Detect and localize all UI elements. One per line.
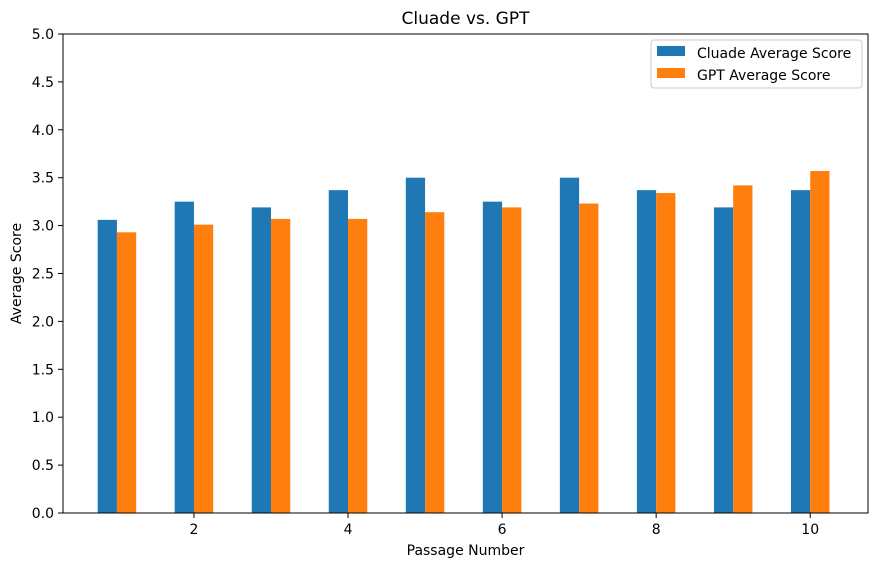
axes-layer: 0.0 0.5 1.0 1.5 2.0 2.5 3.0 3.5 4.0 4.5 5.0 2 4 6 8 10: [32, 27, 819, 538]
y-tick-label: 3.0: [32, 219, 54, 235]
chart-title: Cluade vs. GPT: [402, 9, 531, 29]
bars-layer: [97, 170, 830, 514]
y-tick-label: 3.5: [32, 171, 54, 187]
legend-swatch-gpt: [657, 68, 685, 78]
bar-gpt-5: [425, 212, 445, 514]
legend-box: [650, 39, 863, 89]
bar-gpt-3: [270, 218, 291, 514]
y-tick-label: 4.5: [32, 75, 54, 91]
bar-cluade-4: [328, 190, 349, 514]
legend: Cluade Average Score GPT Average Score: [650, 39, 863, 89]
y-tick-label: 0.0: [32, 506, 54, 522]
bar-gpt-4: [348, 218, 368, 514]
x-tick-label: 10: [801, 522, 819, 538]
bar-cluade-8: [636, 190, 657, 514]
bar-gpt-1: [116, 232, 137, 513]
x-axis-title: Passage Number: [407, 543, 525, 559]
bar-cluade-1: [97, 219, 117, 514]
bar-cluade-2: [174, 201, 194, 513]
y-tick-label: 0.5: [32, 458, 54, 474]
plot-frame: [62, 33, 869, 514]
bar-cluade-7: [559, 177, 580, 513]
bar-gpt-10: [810, 170, 830, 513]
legend-swatch-cluade: [657, 46, 685, 56]
x-tick-label: 2: [189, 522, 198, 538]
bar-gpt-9: [733, 185, 753, 513]
legend-label-cluade: Cluade Average Score: [697, 46, 851, 62]
bar-cluade-5: [405, 177, 426, 513]
y-tick-label: 5.0: [32, 27, 54, 43]
bar-gpt-7: [579, 203, 599, 514]
y-tick-label: 1.5: [32, 362, 54, 378]
bar-gpt-2: [193, 224, 214, 513]
bar-cluade-9: [713, 207, 734, 513]
bar-gpt-8: [656, 193, 676, 513]
y-tick-label: 2.0: [32, 314, 54, 330]
x-tick-label: 8: [652, 522, 661, 538]
y-tick-label: 2.5: [32, 267, 54, 283]
y-tick-label: 4.0: [32, 123, 54, 139]
bar-gpt-6: [502, 207, 522, 513]
x-tick-label: 6: [498, 522, 507, 538]
x-tick-label: 4: [344, 522, 353, 538]
legend-label-gpt: GPT Average Score: [697, 68, 830, 84]
bar-cluade-10: [790, 190, 811, 514]
bar-cluade-6: [482, 201, 503, 513]
bar-cluade-3: [251, 207, 271, 513]
y-axis-title: Average Score: [9, 223, 25, 324]
y-tick-label: 1.0: [32, 410, 54, 426]
